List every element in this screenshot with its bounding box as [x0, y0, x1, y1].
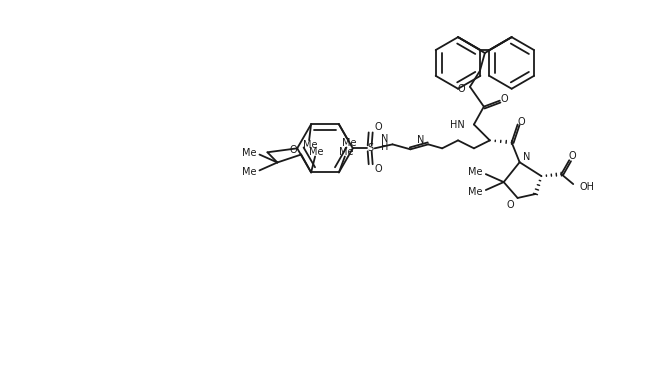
- Text: Me: Me: [338, 147, 353, 157]
- Text: O: O: [501, 94, 509, 104]
- Text: O: O: [457, 84, 465, 94]
- Text: Me: Me: [242, 168, 256, 178]
- Text: S: S: [368, 143, 374, 153]
- Text: Me: Me: [309, 147, 323, 157]
- Text: O: O: [506, 200, 514, 210]
- Text: N: N: [381, 134, 389, 144]
- Text: H: H: [381, 142, 389, 152]
- Text: Me: Me: [242, 147, 256, 157]
- Text: Me: Me: [468, 187, 483, 197]
- Text: N: N: [417, 135, 424, 146]
- Text: OH: OH: [579, 182, 594, 192]
- Text: HN: HN: [451, 120, 465, 130]
- Text: O: O: [518, 117, 526, 127]
- Text: Me: Me: [468, 167, 483, 177]
- Text: O: O: [375, 164, 382, 174]
- Text: Me: Me: [342, 138, 356, 148]
- Text: O: O: [569, 151, 576, 161]
- Text: O: O: [375, 122, 382, 132]
- Text: O: O: [289, 145, 297, 154]
- Text: Me: Me: [303, 140, 318, 150]
- Text: N: N: [522, 152, 530, 162]
